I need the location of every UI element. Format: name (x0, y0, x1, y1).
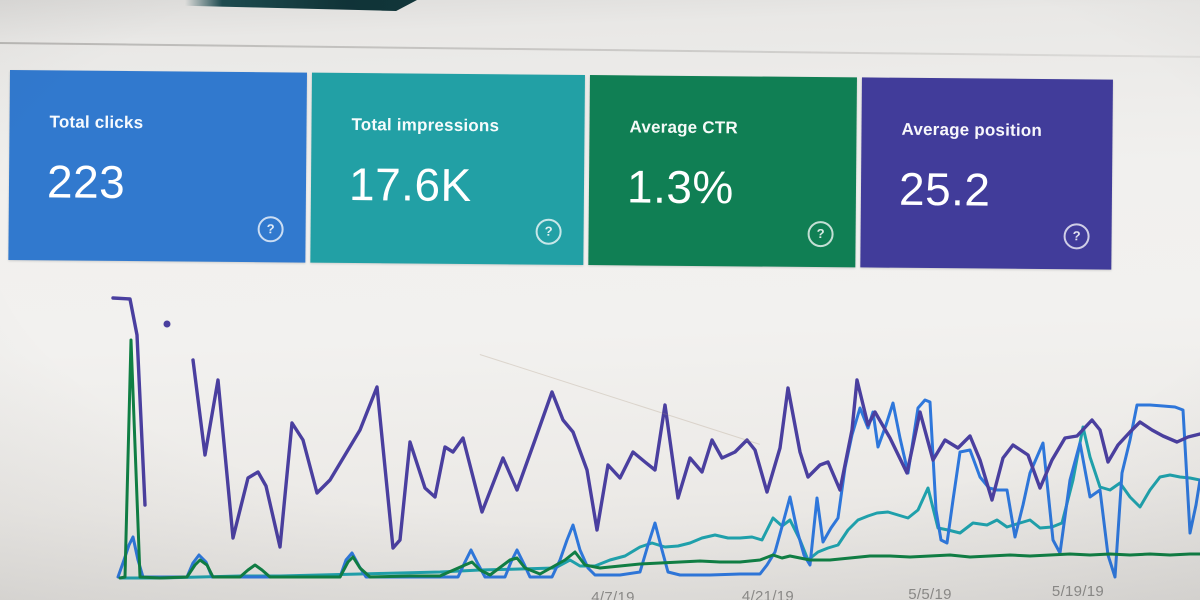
line-average-ctr (118, 338, 1200, 580)
line-average-position (111, 296, 147, 507)
line-total-clicks (116, 398, 1200, 579)
x-axis-tick: 5/5/19 (908, 586, 952, 600)
line-average-position (191, 358, 1200, 550)
x-axis-tick: 4/7/19 (591, 589, 635, 600)
line-total-impressions (118, 425, 1200, 580)
x-axis-tick: 4/21/19 (741, 588, 795, 600)
x-axis-tick: 5/19/19 (1051, 583, 1105, 600)
browser-tab-fragment (185, 0, 417, 11)
data-point-dot-average-position (163, 320, 171, 328)
